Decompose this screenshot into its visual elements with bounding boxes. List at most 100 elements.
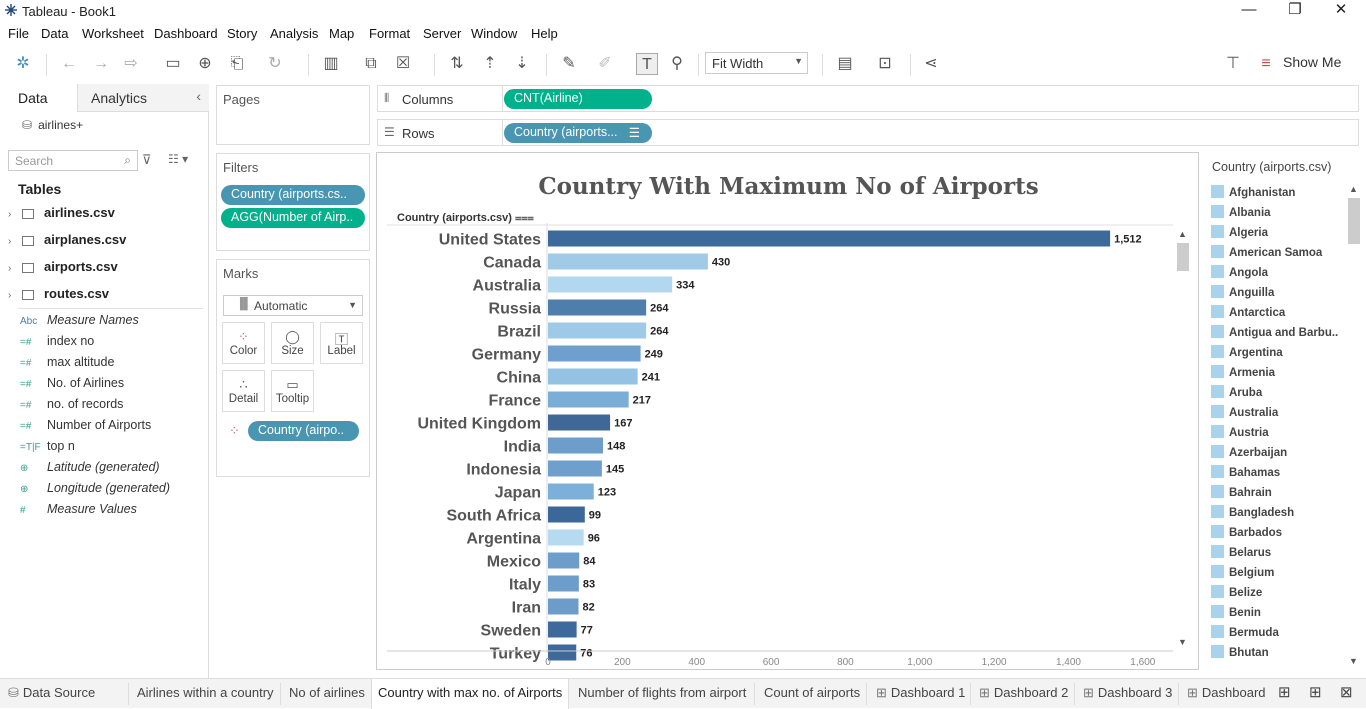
- field-item[interactable]: ⊕ Longitude (generated): [20, 481, 170, 495]
- undo-icon[interactable]: ←: [61, 55, 77, 72]
- field-item[interactable]: =# Number of Airports: [20, 418, 151, 432]
- field-item[interactable]: =# max altitude: [20, 355, 114, 369]
- show-me-button[interactable]: Show Me: [1283, 54, 1342, 70]
- bar[interactable]: [548, 506, 585, 523]
- scroll-up-icon[interactable]: ▲: [1178, 229, 1187, 239]
- new-worksheet-icon[interactable]: ▥: [323, 55, 339, 72]
- legend-item[interactable]: Belgium: [1211, 565, 1274, 579]
- menu-worksheet[interactable]: Worksheet: [82, 26, 144, 41]
- menu-file[interactable]: File: [8, 26, 29, 41]
- bar[interactable]: [548, 276, 673, 293]
- size-button[interactable]: ◯ Size: [271, 322, 314, 364]
- collapse-pane-icon[interactable]: ‹: [196, 88, 201, 104]
- filter-pill-number-of-airports[interactable]: AGG(Number of Airp..: [221, 208, 365, 228]
- filter-pill-country[interactable]: Country (airports.cs..: [221, 185, 365, 205]
- field-item[interactable]: =# no. of records: [20, 397, 123, 411]
- replay-icon[interactable]: ⇨: [124, 55, 138, 72]
- group-members-icon[interactable]: ✐: [598, 55, 612, 72]
- bar[interactable]: [548, 621, 577, 638]
- tab-dashboard[interactable]: ⊞ Dashboard 3: [1083, 685, 1172, 701]
- pause-updates-icon[interactable]: ⎗: [230, 55, 244, 72]
- bar-chart[interactable]: United States 1,512 Canada 430 Australia 334 R…: [377, 223, 1177, 670]
- bar[interactable]: [548, 345, 641, 362]
- table-airports[interactable]: › airports.csv: [8, 259, 118, 274]
- close-button[interactable]: ✕: [1334, 1, 1348, 18]
- tab-dashboard[interactable]: ⊞ Dashboard 4: [1187, 685, 1269, 701]
- duplicate-sheet-icon[interactable]: ⧉: [365, 55, 377, 72]
- menu-window[interactable]: Window: [471, 26, 518, 41]
- legend-item[interactable]: Angola: [1211, 265, 1268, 279]
- scroll-up-icon[interactable]: ▲: [1349, 184, 1358, 194]
- view-options-icon[interactable]: ☷ ▾: [168, 152, 189, 166]
- tab-sheet[interactable]: Count of airports: [764, 685, 861, 700]
- menu-server[interactable]: Server: [423, 26, 462, 41]
- legend-item[interactable]: Belarus: [1211, 545, 1271, 559]
- fix-axes-icon[interactable]: ⚲: [671, 55, 683, 72]
- datasource-item[interactable]: ⛁ airlines+: [22, 118, 83, 132]
- field-item[interactable]: =# No. of Airlines: [20, 376, 124, 390]
- legend-item[interactable]: Anguilla: [1211, 285, 1274, 299]
- legend-item[interactable]: Bahamas: [1211, 465, 1280, 479]
- scroll-down-icon[interactable]: ▼: [1349, 656, 1358, 666]
- show-cards-icon[interactable]: ▤: [837, 55, 853, 72]
- legend-item[interactable]: Austria: [1211, 425, 1269, 439]
- label-button[interactable]: 🅃 Label: [320, 322, 363, 364]
- legend-item[interactable]: Belize: [1211, 585, 1262, 599]
- menu-help[interactable]: Help: [531, 26, 558, 41]
- menu-map[interactable]: Map: [329, 26, 355, 41]
- table-airplanes[interactable]: › airplanes.csv: [8, 232, 126, 247]
- legend-item[interactable]: Bermuda: [1211, 625, 1279, 639]
- bar[interactable]: [548, 575, 579, 592]
- new-dashboard-tab-icon[interactable]: ⊞: [1309, 684, 1322, 701]
- legend-item[interactable]: Bangladesh: [1211, 505, 1294, 519]
- legend-item[interactable]: Armenia: [1211, 365, 1275, 379]
- bar[interactable]: [548, 299, 647, 316]
- rows-pill[interactable]: Country (airports... ☰: [504, 123, 652, 143]
- legend-item[interactable]: Bhutan: [1211, 645, 1269, 659]
- tab-dashboard[interactable]: ⊞ Dashboard 1: [876, 685, 965, 701]
- menu-dashboard[interactable]: Dashboard: [154, 26, 218, 41]
- table-routes[interactable]: › routes.csv: [8, 286, 109, 301]
- menu-story[interactable]: Story: [227, 26, 258, 41]
- bar[interactable]: [548, 230, 1111, 247]
- tab-dashboard[interactable]: ⊞ Dashboard 2: [979, 685, 1068, 701]
- bar[interactable]: [548, 368, 638, 385]
- fit-width-select[interactable]: Fit Width ▼: [705, 52, 808, 74]
- legend-item[interactable]: Argentina: [1211, 345, 1283, 359]
- scroll-thumb[interactable]: [1348, 198, 1360, 244]
- swap-rows-columns-icon[interactable]: ⇅: [450, 55, 464, 72]
- bar[interactable]: [548, 322, 647, 339]
- field-item[interactable]: Abc Measure Names: [20, 313, 139, 327]
- viz-view[interactable]: Country With Maximum No of Airports Coun…: [376, 152, 1199, 670]
- legend-item[interactable]: American Samoa: [1211, 245, 1322, 259]
- menu-data[interactable]: Data: [41, 26, 69, 41]
- legend-item[interactable]: Antarctica: [1211, 305, 1285, 319]
- pages-card[interactable]: Pages: [216, 85, 370, 145]
- bar[interactable]: [548, 644, 577, 661]
- legend-item[interactable]: Australia: [1211, 405, 1278, 419]
- marks-card[interactable]: Marks: [216, 259, 370, 477]
- detail-button[interactable]: ∴ Detail: [222, 370, 265, 412]
- bar[interactable]: [548, 391, 629, 408]
- table-airlines[interactable]: › airlines.csv: [8, 205, 115, 220]
- scroll-down-icon[interactable]: ▼: [1178, 637, 1187, 647]
- legend-item[interactable]: Benin: [1211, 605, 1261, 619]
- tab-sheet[interactable]: Airlines within a country: [137, 685, 274, 700]
- bar[interactable]: [548, 529, 584, 546]
- show-me-icon[interactable]: ≡: [1261, 55, 1271, 72]
- scroll-thumb[interactable]: [1177, 243, 1189, 271]
- format-painter-icon[interactable]: ⊤: [1226, 55, 1240, 72]
- legend-scrollbar[interactable]: ▲ ▼: [1347, 184, 1361, 670]
- bar[interactable]: [548, 253, 708, 270]
- bar[interactable]: [548, 598, 579, 615]
- filter-icon[interactable]: ⊽: [142, 152, 152, 167]
- legend-item[interactable]: Bahrain: [1211, 485, 1272, 499]
- sort-ascending-icon[interactable]: ⇡: [483, 55, 497, 72]
- new-datasource-icon[interactable]: ⊕: [198, 55, 212, 72]
- bar[interactable]: [548, 552, 580, 569]
- restore-button[interactable]: ❐: [1288, 1, 1302, 18]
- legend-item[interactable]: Barbados: [1211, 525, 1282, 539]
- row-header-label[interactable]: Country (airports.csv) ⩶: [397, 212, 534, 225]
- legend-item[interactable]: Algeria: [1211, 225, 1268, 239]
- tab-sheet[interactable]: No of airlines: [289, 685, 365, 700]
